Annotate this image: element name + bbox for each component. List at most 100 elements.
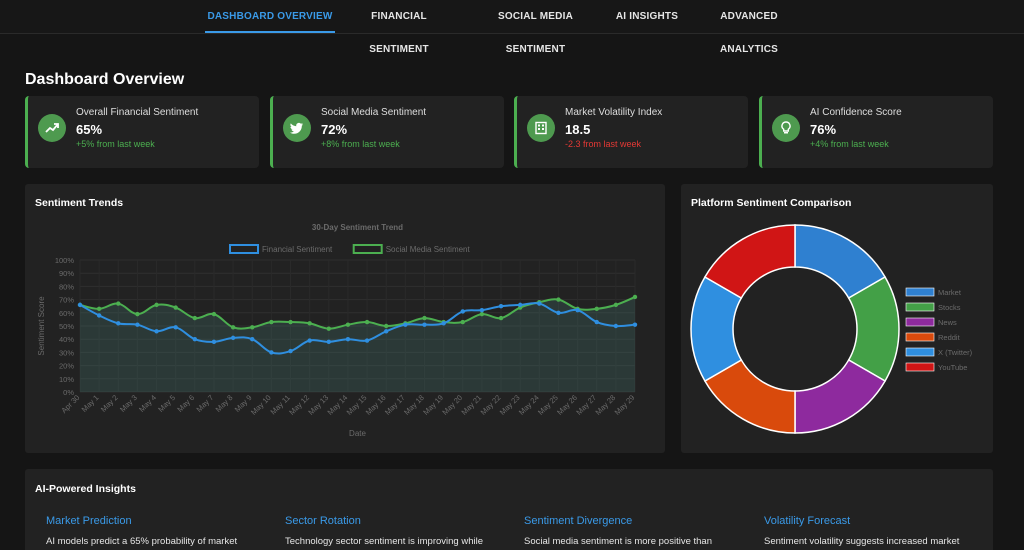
legend-label: Financial Sentiment — [262, 245, 333, 254]
tab-dashboard-overview[interactable]: DASHBOARD OVERVIEW — [205, 0, 335, 33]
insight-title-volatility-forecast[interactable]: Volatility Forecast — [764, 515, 851, 527]
series-area — [80, 296, 635, 392]
data-point — [307, 321, 312, 326]
data-point — [441, 321, 446, 326]
legend-swatch — [905, 347, 935, 357]
platform-comparison-panel: Platform Sentiment Comparison Market Stoc… — [681, 184, 993, 453]
data-point — [632, 322, 638, 327]
data-point — [307, 338, 312, 343]
x-tick-label: May 14 — [326, 393, 350, 417]
x-tick-label: May 22 — [479, 393, 503, 417]
y-tick-label: 10% — [59, 375, 74, 384]
y-tick-label: 60% — [59, 309, 74, 318]
sentiment-trend-chart: 30-Day Sentiment Trend Financial Sentimen… — [37, 223, 638, 438]
data-point — [422, 315, 427, 321]
tab-social-media-sentiment[interactable]: SOCIAL MEDIA SENTIMENT — [498, 11, 573, 55]
data-point — [384, 329, 389, 334]
kpi-value: 18.5 — [565, 122, 591, 137]
x-tick-label: May 18 — [402, 393, 426, 417]
kpi-label: Social Media Sentiment — [321, 107, 427, 118]
x-tick-label: May 21 — [460, 393, 484, 417]
data-point — [594, 306, 599, 312]
x-tick-label: May 13 — [306, 393, 330, 417]
kpi-card-financial: Overall Financial Sentiment 65% +5% from… — [25, 96, 259, 168]
kpi-card-social: Social Media Sentiment 72% +8% from last… — [270, 96, 504, 168]
x-tick-label: May 24 — [517, 393, 541, 417]
legend-swatch — [905, 317, 935, 327]
data-point — [211, 339, 217, 345]
x-axis-label: Date — [349, 429, 366, 438]
legend-label: Social Media Sentiment — [386, 245, 471, 254]
data-point — [613, 302, 619, 308]
kpi-card-volatility: Market Volatility Index 18.5 -2.3 from l… — [514, 96, 748, 168]
x-tick-label: May 19 — [421, 393, 445, 417]
insight-title-market-prediction[interactable]: Market Prediction — [46, 515, 132, 527]
data-point — [211, 311, 217, 317]
data-point — [422, 322, 427, 327]
x-tick-label: May 17 — [383, 393, 407, 417]
x-tick-label: May 10 — [249, 393, 273, 417]
y-tick-label: 70% — [59, 296, 74, 305]
x-tick-label: May 3 — [118, 393, 139, 414]
x-tick-label: May 6 — [175, 393, 196, 414]
page-title: Dashboard Overview — [25, 71, 185, 88]
data-point — [613, 323, 619, 329]
twitter-icon — [283, 114, 311, 142]
y-tick-label: 20% — [59, 362, 74, 371]
lightbulb-icon — [772, 114, 800, 142]
kpi-change: +8% from last week — [321, 139, 400, 149]
x-tick-label: May 26 — [555, 393, 579, 417]
y-tick-label: 100% — [55, 256, 75, 265]
data-point — [250, 337, 255, 342]
legend-label: YouTube — [938, 363, 967, 372]
legend-label: News — [938, 318, 957, 327]
x-tick-label: May 20 — [440, 393, 464, 417]
x-tick-label: May 4 — [137, 393, 158, 414]
data-point — [135, 311, 140, 317]
data-point — [154, 329, 159, 334]
x-tick-label: May 27 — [574, 393, 598, 417]
data-point — [556, 310, 561, 315]
data-point — [384, 323, 389, 329]
trending-up-icon — [38, 114, 66, 142]
x-tick-label: May 15 — [345, 393, 369, 417]
data-point — [537, 301, 542, 306]
chart-title: 30-Day Sentiment Trend — [312, 223, 403, 232]
data-point — [364, 338, 370, 343]
panel-title: Platform Sentiment Comparison — [691, 197, 852, 209]
data-point — [632, 294, 638, 300]
building-icon — [527, 114, 555, 142]
data-point — [269, 319, 274, 325]
legend-swatch — [905, 302, 935, 312]
data-point — [116, 301, 121, 306]
data-point — [173, 325, 178, 330]
kpi-label: Market Volatility Index — [565, 107, 663, 118]
data-point — [116, 321, 121, 326]
data-point — [230, 325, 236, 330]
tab-advanced-analytics[interactable]: ADVANCED ANALYTICS — [719, 11, 779, 55]
legend-swatch — [905, 287, 935, 297]
x-tick-label: May 5 — [156, 393, 177, 414]
tab-financial-sentiment[interactable]: FINANCIAL SENTIMENT — [369, 11, 429, 55]
tab-ai-insights[interactable]: AI INSIGHTS — [615, 11, 679, 22]
legend-label: Reddit — [938, 333, 961, 342]
panel-title: AI-Powered Insights — [35, 483, 136, 495]
data-point — [479, 307, 485, 313]
data-point — [460, 319, 465, 325]
data-point — [326, 339, 331, 345]
x-tick-label: May 1 — [80, 393, 101, 414]
y-tick-label: 50% — [59, 322, 74, 331]
data-point — [192, 315, 198, 321]
kpi-value: 65% — [76, 122, 103, 137]
insight-title-sector-rotation[interactable]: Sector Rotation — [285, 515, 361, 527]
panel-title: Sentiment Trends — [35, 197, 124, 209]
insight-title-sentiment-divergence[interactable]: Sentiment Divergence — [524, 515, 633, 527]
sentiment-trends-panel: Sentiment Trends 30-Day Sentiment Trend F… — [25, 184, 665, 453]
x-tick-label: May 2 — [99, 393, 120, 414]
data-point — [498, 315, 504, 321]
data-point — [77, 302, 83, 308]
data-point — [288, 348, 293, 354]
data-point — [403, 322, 408, 327]
data-point — [556, 297, 561, 302]
platform-doughnut-chart: Market Stocks News Reddit X (Twitter) YouTube — [690, 224, 973, 434]
